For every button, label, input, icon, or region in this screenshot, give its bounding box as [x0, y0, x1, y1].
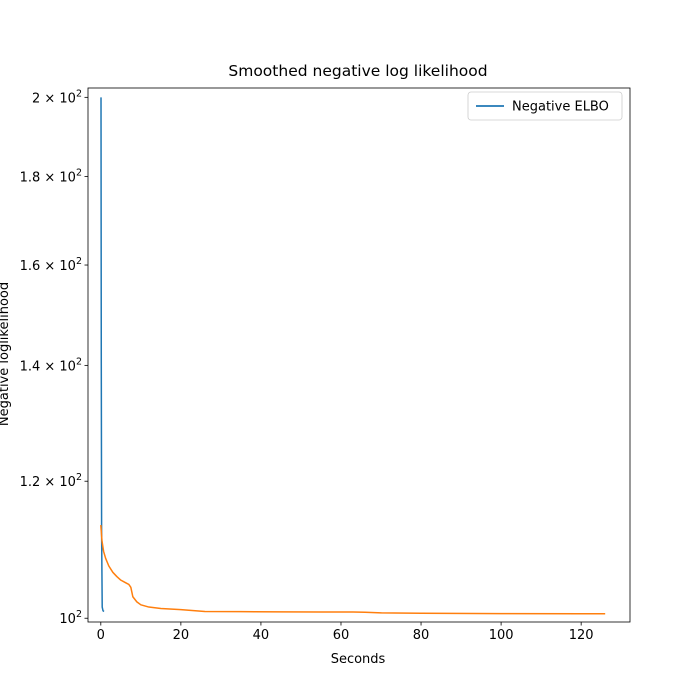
x-tick-label: 20	[173, 628, 190, 643]
x-axis: 0 20 40 60 80 100 120	[97, 622, 594, 643]
x-tick-label: 40	[253, 628, 270, 643]
y-tick-label: 1.2 × 102	[20, 472, 82, 490]
x-tick-label: 80	[413, 628, 430, 643]
y-axis: 102 1.2 × 102 1.4 × 102 1.6 × 102 1.8 × 102 2…	[20, 88, 88, 627]
legend-box	[467, 91, 623, 121]
x-tick-label: 60	[333, 628, 350, 643]
series-line-2	[100, 525, 606, 615]
y-tick-label: 1.4 × 102	[20, 356, 82, 374]
x-tick-label: 120	[569, 628, 594, 643]
y-tick-label: 1.8 × 102	[20, 168, 82, 186]
chart-title: Smoothed negative log likelihood	[228, 62, 487, 80]
y-axis-label: Negative loglikelihood	[0, 282, 12, 426]
x-tick-label: 0	[97, 628, 105, 643]
plot-frame	[87, 87, 631, 623]
x-axis-label: Seconds	[331, 652, 386, 667]
x-tick-label: 100	[489, 628, 514, 643]
y-tick-label: 102	[59, 609, 82, 627]
legend: Negative ELBO	[467, 91, 623, 121]
y-tick-label: 1.6 × 102	[20, 256, 82, 274]
legend-label: Negative ELBO	[512, 100, 609, 115]
plot-area	[87, 87, 631, 623]
y-tick-label: 2 × 102	[32, 88, 82, 106]
